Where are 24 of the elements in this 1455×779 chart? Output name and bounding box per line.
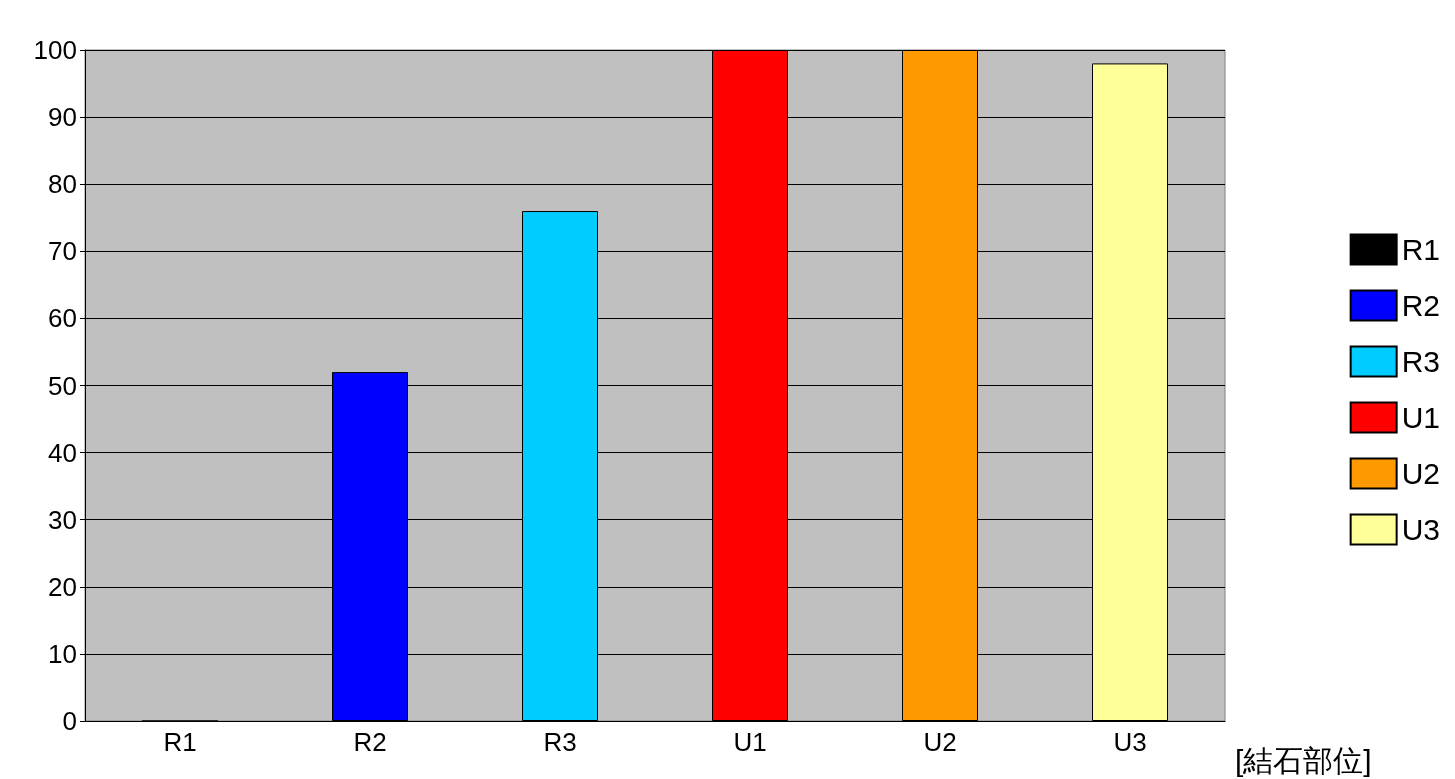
y-tick-label: 30 <box>48 504 77 535</box>
x-tick-label: U3 <box>1113 727 1147 757</box>
y-tick-label: 0 <box>62 706 77 736</box>
legend-label: U1 <box>1401 401 1441 434</box>
x-tick-label: R2 <box>353 727 387 757</box>
legend-label: R1 <box>1401 233 1441 266</box>
x-tick-label: U1 <box>733 727 767 757</box>
y-tick-label: 70 <box>48 236 77 267</box>
legend-label: U2 <box>1401 457 1441 490</box>
y-tick-label: 50 <box>48 370 77 401</box>
y-tick-label: 80 <box>48 169 77 200</box>
y-tick-label: 40 <box>48 437 77 468</box>
x-tick-label: R3 <box>543 727 577 757</box>
legend-label: U3 <box>1401 513 1441 546</box>
x-axis-title: [結石部位] <box>1235 743 1372 777</box>
x-tick-label: U2 <box>923 727 957 757</box>
y-tick-label: 10 <box>48 638 77 669</box>
x-tick-label: R1 <box>163 727 197 757</box>
legend-label: R3 <box>1401 345 1441 378</box>
y-tick-label: 90 <box>48 102 77 133</box>
y-tick-label: 60 <box>48 303 77 334</box>
legend-label: R2 <box>1401 289 1441 322</box>
y-tick-label: 20 <box>48 571 77 602</box>
y-tick-label: 100 <box>33 35 77 65</box>
